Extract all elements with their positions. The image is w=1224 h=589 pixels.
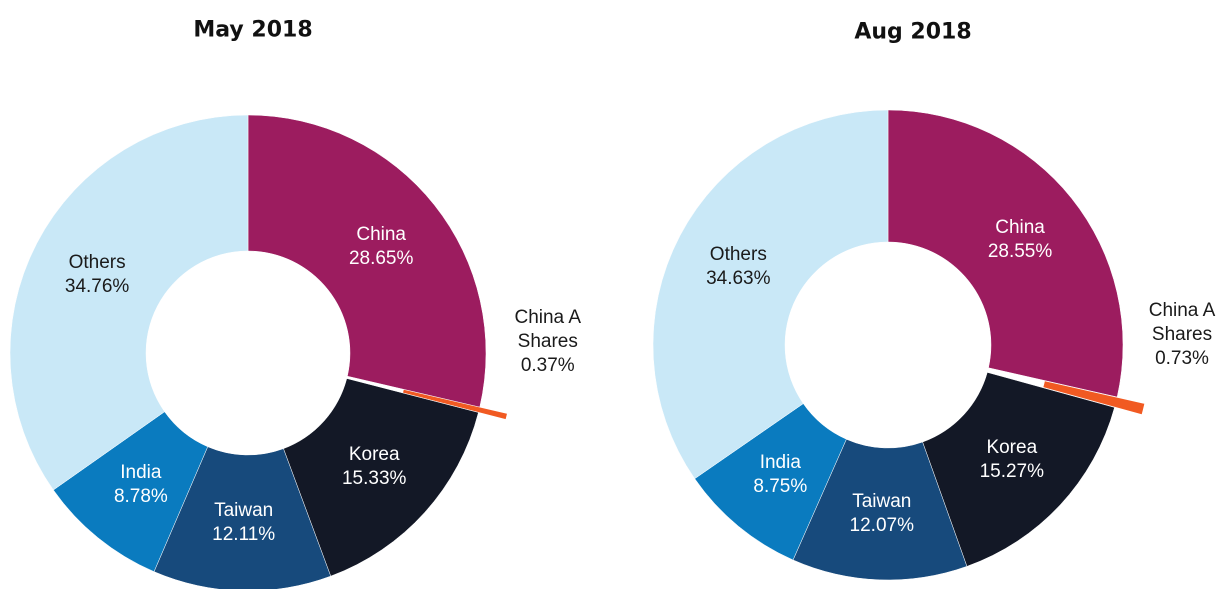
slice-label: Others 34.76% [50, 251, 145, 299]
slice-value: 15.27% [979, 461, 1045, 483]
slice-name: China A Shares [1148, 300, 1216, 346]
slice-name: India [120, 462, 162, 483]
slice-name: China A Shares [514, 306, 582, 352]
donut-slice [403, 389, 507, 420]
donut-slice [9, 114, 249, 491]
donut-slice [1043, 381, 1145, 415]
slice-label: India 8.78% [93, 461, 188, 509]
slice-name: China [356, 224, 406, 246]
donut-slice [887, 109, 1124, 398]
slice-value: 8.78% [113, 486, 168, 507]
slice-label: China 28.55% [973, 216, 1068, 264]
slice-value: 28.65% [348, 248, 414, 270]
slice-name: Korea [348, 443, 400, 465]
slice-label: China 28.65% [334, 223, 429, 271]
donut-slice [283, 378, 479, 577]
slice-value: 28.55% [987, 240, 1053, 262]
slice-label: China A Shares 0.73% [1135, 299, 1224, 371]
slice-value: 0.73% [1155, 348, 1209, 370]
slice-label: Taiwan 12.11% [196, 499, 291, 547]
slice-value: 8.75% [753, 476, 808, 498]
donut-slice [922, 372, 1115, 567]
chart-title: Aug 2018 [854, 19, 972, 45]
slice-value: 15.33% [341, 467, 407, 489]
slice-name: Taiwan [852, 490, 912, 512]
slice-value: 34.76% [64, 275, 130, 297]
slice-name: Taiwan [214, 499, 274, 521]
slice-name: Others [68, 251, 126, 273]
slice-value: 12.11% [212, 523, 276, 545]
donut-slice [652, 109, 889, 480]
slice-value: 12.07% [849, 514, 914, 536]
slice-label: India 8.75% [733, 451, 828, 499]
slice-label: Korea 15.27% [964, 436, 1059, 484]
slice-label: Others 34.63% [691, 243, 786, 291]
slice-name: Others [709, 243, 767, 265]
slice-name: China [995, 216, 1045, 238]
slice-name: Korea [986, 437, 1038, 459]
slice-value: 34.63% [706, 267, 771, 289]
chart-title: May 2018 [193, 17, 313, 43]
slice-label: Taiwan 12.07% [834, 490, 929, 538]
slice-name: India [759, 452, 801, 474]
donut-slice [247, 114, 487, 408]
slice-label: Korea 15.33% [327, 443, 422, 491]
slice-label: China A Shares 0.37% [500, 306, 595, 378]
slice-value: 0.37% [520, 354, 575, 376]
